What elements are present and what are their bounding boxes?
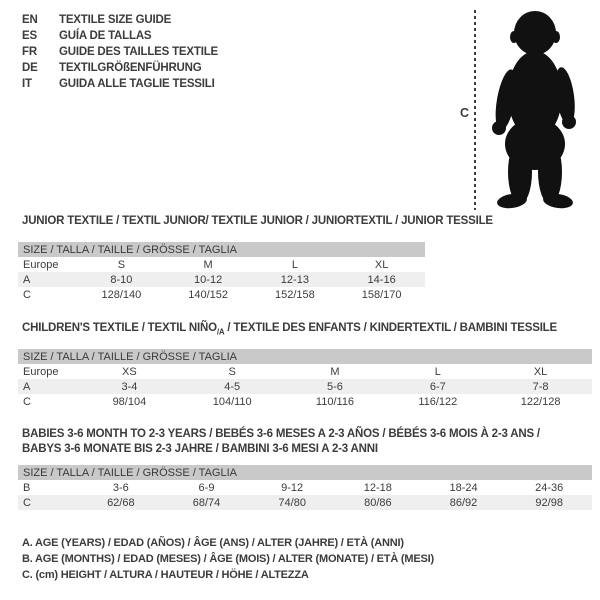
lang-row-de: DE TEXTILGRÖßENFÜHRUNG — [22, 60, 218, 76]
table-row-age: A 3-4 4-5 5-6 6-7 7-8 — [18, 379, 592, 394]
height-cell: 116/122 — [418, 395, 458, 408]
row-label: A — [23, 273, 31, 286]
height-cell: 110/116 — [315, 395, 355, 408]
lang-code: DE — [22, 62, 38, 74]
baby-figure-area: C — [448, 6, 594, 212]
table-row-months: B 3-6 6-9 9-12 12-18 18-24 24-36 — [18, 480, 592, 495]
table-row-height: C 128/140 140/152 152/158 158/170 — [18, 287, 425, 302]
size-cell: XS — [122, 365, 137, 378]
row-label: A — [23, 380, 31, 393]
height-cell: 80/86 — [364, 496, 392, 509]
lang-code: ES — [22, 30, 37, 42]
children-title-post: / TEXTILE DES ENFANTS / KINDERTEXTIL / B… — [224, 322, 557, 334]
height-cell: 128/140 — [101, 288, 142, 301]
table-row-europe: Europe XS S M L XL — [18, 364, 592, 379]
months-cell: 18-24 — [449, 481, 478, 494]
table-row-height: C 98/104 104/110 110/116 116/122 122/128 — [18, 394, 592, 409]
lang-code: EN — [22, 14, 38, 26]
row-label: C — [23, 395, 31, 408]
height-cell: 98/104 — [112, 395, 147, 408]
lang-row-fr: FR GUIDE DES TAILLES TEXTILE — [22, 44, 218, 60]
row-label: C — [23, 496, 31, 509]
row-label: B — [23, 481, 31, 494]
children-title-sub: /A — [216, 327, 225, 337]
height-cell: 74/80 — [278, 496, 306, 509]
size-cell: M — [203, 258, 213, 271]
junior-size-table: SIZE / TALLA / TAILLE / GRÖSSE / TAGLIA … — [18, 242, 425, 302]
age-cell: 12-13 — [280, 273, 309, 286]
table-row-europe: Europe S M L XL — [18, 257, 425, 272]
size-cell: S — [228, 365, 236, 378]
babies-section-title-line2: BABYS 3-6 MONATE BIS 2-3 JAHRE / BAMBINI… — [22, 443, 378, 455]
size-cell: XL — [533, 365, 548, 378]
lang-code: IT — [22, 78, 32, 90]
height-cell: 158/170 — [361, 288, 402, 301]
age-cell: 14-16 — [367, 273, 396, 286]
guide-title: GUÍA DE TALLAS — [59, 30, 152, 42]
age-cell: 4-5 — [224, 380, 241, 393]
size-cell: S — [117, 258, 126, 271]
junior-section-title: JUNIOR TEXTILE / TEXTIL JUNIOR/ TEXTILE … — [22, 215, 493, 227]
age-cell: 7-8 — [532, 380, 549, 393]
height-measure-label: C — [460, 106, 470, 120]
children-section-title: CHILDREN'S TEXTILE / TEXTIL NIÑO/A / TEX… — [22, 322, 557, 336]
age-cell: 10-12 — [194, 273, 223, 286]
table-row-age: A 8-10 10-12 12-13 14-16 — [18, 272, 425, 287]
lang-row-it: IT GUIDA ALLE TAGLIE TESSILI — [22, 76, 218, 92]
size-header-bar: SIZE / TALLA / TAILLE / GRÖSSE / TAGLIA — [18, 465, 592, 480]
height-cell: 140/152 — [188, 288, 228, 301]
size-cell: M — [330, 365, 340, 378]
age-cell: 5-6 — [327, 380, 343, 393]
lang-code: FR — [22, 46, 37, 58]
months-cell: 9-12 — [281, 481, 304, 494]
legend-note-a: A. AGE (YEARS) / EDAD (AÑOS) / ÂGE (ANS)… — [22, 537, 404, 549]
months-cell: 24-36 — [535, 481, 564, 494]
height-cell: 86/92 — [449, 496, 478, 509]
size-cell: L — [434, 365, 441, 378]
guide-title: TEXTILGRÖßENFÜHRUNG — [59, 62, 202, 74]
legend-notes: A. AGE (YEARS) / EDAD (AÑOS) / ÂGE (ANS)… — [22, 535, 434, 583]
age-cell: 3-4 — [121, 380, 138, 393]
babies-section-title-line1: BABIES 3-6 MONTH TO 2-3 YEARS / BEBÉS 3-… — [22, 428, 540, 440]
guide-title: TEXTILE SIZE GUIDE — [59, 14, 172, 26]
height-cell: 122/128 — [520, 395, 561, 408]
language-title-list: EN TEXTILE SIZE GUIDE ES GUÍA DE TALLAS … — [22, 12, 218, 92]
months-cell: 6-9 — [198, 481, 215, 494]
baby-silhouette-icon — [492, 11, 576, 209]
age-cell: 8-10 — [110, 273, 133, 286]
height-cell: 68/74 — [192, 496, 221, 509]
children-title-pre: CHILDREN'S TEXTILE / TEXTIL NIÑO — [22, 322, 217, 334]
table-row-height: C 62/68 68/74 74/80 80/86 86/92 92/98 — [18, 495, 592, 510]
babies-size-table: SIZE / TALLA / TAILLE / GRÖSSE / TAGLIA … — [18, 465, 592, 510]
height-cell: 62/68 — [107, 496, 135, 509]
legend-note-b: B. AGE (MONTHS) / EDAD (MESES) / ÂGE (MO… — [22, 553, 434, 565]
row-label: Europe — [23, 365, 59, 378]
size-cell: XL — [374, 258, 389, 271]
guide-title: GUIDA ALLE TAGLIE TESSILI — [59, 78, 215, 90]
months-cell: 12-18 — [363, 481, 392, 494]
size-header-bar: SIZE / TALLA / TAILLE / GRÖSSE / TAGLIA — [18, 242, 425, 257]
lang-row-es: ES GUÍA DE TALLAS — [22, 28, 218, 44]
height-measure-line — [474, 10, 476, 210]
age-cell: 6-7 — [429, 380, 446, 393]
children-size-table: SIZE / TALLA / TAILLE / GRÖSSE / TAGLIA … — [18, 349, 592, 409]
months-cell: 3-6 — [112, 481, 129, 494]
row-label: Europe — [23, 258, 59, 271]
height-cell: 104/110 — [212, 395, 252, 408]
legend-note-c: C. (cm) HEIGHT / ALTURA / HAUTEUR / HÖHE… — [22, 569, 309, 581]
guide-title: GUIDE DES TAILLES TEXTILE — [59, 46, 218, 58]
height-cell: 152/158 — [274, 288, 315, 301]
size-cell: L — [291, 258, 298, 271]
row-label: C — [23, 288, 31, 301]
size-header-bar: SIZE / TALLA / TAILLE / GRÖSSE / TAGLIA — [18, 349, 592, 364]
height-cell: 92/98 — [535, 496, 563, 509]
lang-row-en: EN TEXTILE SIZE GUIDE — [22, 12, 218, 28]
